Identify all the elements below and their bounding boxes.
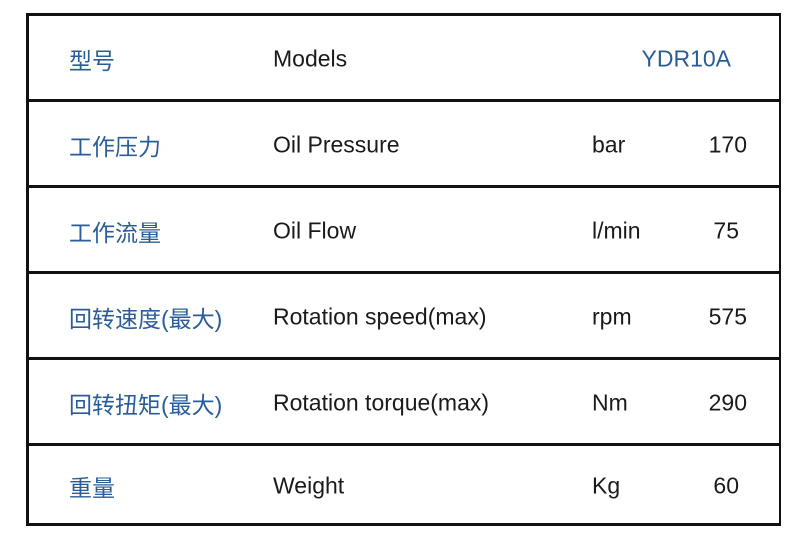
- value: 575: [708, 303, 747, 330]
- unit: rpm: [592, 303, 632, 330]
- label-cn: 工作流量: [69, 220, 161, 246]
- label-cn: 回转速度(最大): [69, 306, 223, 332]
- value: YDR10A: [641, 45, 731, 72]
- label-en: Rotation torque(max): [273, 389, 490, 416]
- unit: Nm: [592, 389, 628, 416]
- spec-table: 型号 Models YDR10A 工作压力 Oil Pressure bar 1…: [26, 13, 781, 526]
- value: 170: [708, 131, 747, 158]
- label-en: Weight: [273, 472, 345, 499]
- label-en: Rotation speed(max): [273, 303, 487, 330]
- label-cn: 回转扭矩(最大): [69, 392, 223, 418]
- value: 60: [713, 472, 739, 499]
- label-en: Oil Pressure: [273, 131, 400, 158]
- label-cn: 型号: [69, 48, 115, 74]
- label-cn: 重量: [69, 475, 115, 501]
- label-en: Models: [273, 45, 348, 72]
- table-row: 回转速度(最大) Rotation speed(max) rpm 575: [29, 271, 779, 360]
- table-row: 工作流量 Oil Flow l/min 75: [29, 185, 779, 274]
- label-cn: 工作压力: [69, 134, 161, 160]
- unit: Kg: [592, 472, 621, 499]
- value: 290: [708, 389, 747, 416]
- table-row: 工作压力 Oil Pressure bar 170: [29, 99, 779, 188]
- unit: bar: [592, 131, 626, 158]
- table-row-model: 型号 Models YDR10A: [29, 16, 779, 102]
- value: 75: [713, 217, 739, 244]
- table-row: 回转扭矩(最大) Rotation torque(max) Nm 290: [29, 357, 779, 446]
- label-en: Oil Flow: [273, 217, 357, 244]
- table-row: 重量 Weight Kg 60: [29, 443, 779, 526]
- unit: l/min: [592, 217, 641, 244]
